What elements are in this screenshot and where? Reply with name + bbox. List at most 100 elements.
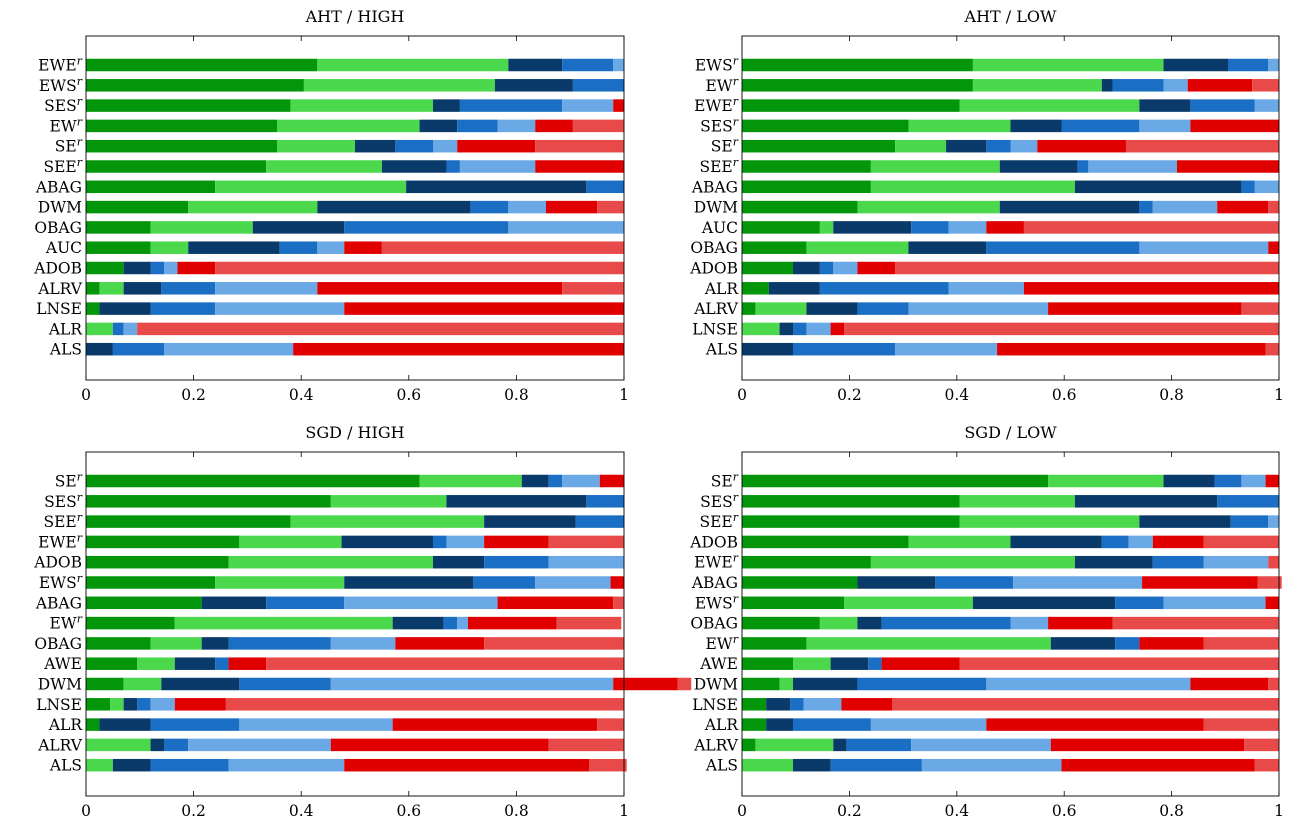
- category-label: EWEr: [38, 55, 83, 75]
- category-label: SEr: [711, 471, 739, 491]
- bar-segment: [959, 99, 1140, 112]
- category-label: EWSr: [39, 572, 83, 592]
- bar-segment: [86, 79, 304, 92]
- bar-segment: [986, 718, 1204, 731]
- bar-segment: [857, 576, 936, 589]
- bar-segment: [997, 342, 1266, 356]
- bar-segment: [844, 322, 1279, 336]
- bar-segment: [610, 576, 624, 589]
- category-label: ALS: [705, 757, 738, 775]
- x-tick-label: 0.8: [1159, 802, 1184, 820]
- bar-segment: [150, 241, 189, 254]
- bar-segment: [86, 322, 113, 336]
- bar-segment: [497, 596, 614, 610]
- bar-segment: [881, 616, 1011, 630]
- bar-segment: [1268, 241, 1279, 254]
- bar-segment: [252, 221, 345, 234]
- bar-segment: [161, 282, 216, 295]
- bar-segment: [833, 738, 847, 752]
- bar-segment: [1217, 495, 1279, 508]
- bar-segment: [344, 221, 509, 234]
- bar-segment: [1013, 576, 1143, 589]
- bar-segment: [1010, 616, 1049, 630]
- bar-segment: [1152, 535, 1204, 549]
- category-label: SESr: [44, 491, 83, 511]
- bar-segment: [548, 535, 624, 549]
- bar-segment: [290, 99, 434, 112]
- bar-segment: [548, 555, 624, 569]
- bar-segment: [201, 596, 267, 610]
- bar-segment: [99, 282, 124, 295]
- category-label: ALRV: [693, 736, 739, 754]
- bar-segment: [562, 99, 614, 112]
- bar-segment: [225, 698, 624, 711]
- bar-segment: [174, 698, 226, 711]
- bar-segment: [986, 241, 1140, 254]
- bar-segment: [742, 677, 780, 691]
- bar-segment: [188, 241, 280, 254]
- x-tick-label: 1: [619, 386, 629, 404]
- bar-segment: [330, 738, 549, 752]
- bar-segment: [392, 616, 444, 630]
- bar-segment: [1265, 342, 1279, 356]
- category-label: SEEr: [699, 156, 738, 176]
- x-tick-label: 0.2: [181, 802, 206, 820]
- bar-segment: [1252, 79, 1279, 92]
- category-label: AWE: [699, 655, 738, 673]
- bar-segment: [545, 200, 598, 214]
- bar-segment: [86, 738, 151, 752]
- bar-segment: [86, 677, 124, 691]
- bar-segment: [742, 99, 960, 112]
- bar-segment: [1230, 515, 1269, 528]
- bar-segment: [857, 677, 987, 691]
- bar-segment: [895, 342, 998, 356]
- bar-segment: [188, 200, 318, 214]
- bar-segment: [344, 241, 382, 254]
- x-tick-label: 0: [81, 802, 91, 820]
- bar-segment: [86, 180, 216, 194]
- bar-segment: [446, 535, 485, 549]
- bar-segment: [972, 79, 1102, 92]
- bar-segment: [857, 616, 882, 630]
- bar-segment: [830, 657, 869, 670]
- category-label: OBAG: [34, 219, 82, 237]
- bar-segment: [1268, 200, 1279, 214]
- category-label: ALR: [48, 320, 83, 338]
- bar-segment: [833, 221, 912, 234]
- bar-segment: [790, 698, 804, 711]
- bar-segment: [819, 261, 834, 275]
- bar-segment: [1115, 637, 1140, 650]
- category-label: ALRV: [37, 736, 83, 754]
- bar-segment: [1139, 99, 1191, 112]
- bar-segment: [1241, 474, 1266, 488]
- bar-segment: [86, 139, 277, 153]
- bar-segment: [293, 342, 624, 356]
- category-label: ALR: [704, 716, 739, 734]
- bar-segment: [613, 596, 624, 610]
- bar-segment: [1203, 555, 1269, 569]
- category-label: EWEr: [38, 531, 83, 551]
- bar-segment: [1254, 180, 1279, 194]
- bar-segment: [99, 302, 151, 315]
- bar-segment: [597, 718, 624, 731]
- bar-segment: [86, 474, 420, 488]
- category-label: ADOB: [33, 554, 82, 572]
- category-label: ABAG: [691, 178, 738, 196]
- bar-segment: [1203, 535, 1279, 549]
- category-label: ALR: [48, 716, 83, 734]
- bar-segment: [1163, 58, 1228, 72]
- bar-segment: [497, 119, 536, 133]
- category-label: SESr: [44, 95, 83, 115]
- bar-segment: [86, 221, 151, 234]
- bar-segment: [484, 555, 549, 569]
- bar-segment: [1203, 718, 1279, 731]
- bar-segment: [959, 657, 1279, 670]
- bar-segment: [830, 758, 922, 772]
- bar-segment: [742, 241, 807, 254]
- bar-segment: [572, 79, 624, 92]
- bar-segment: [1268, 58, 1279, 72]
- bar-segment: [742, 474, 1049, 488]
- category-label: ADOB: [689, 533, 738, 551]
- bar-segment: [1217, 200, 1269, 214]
